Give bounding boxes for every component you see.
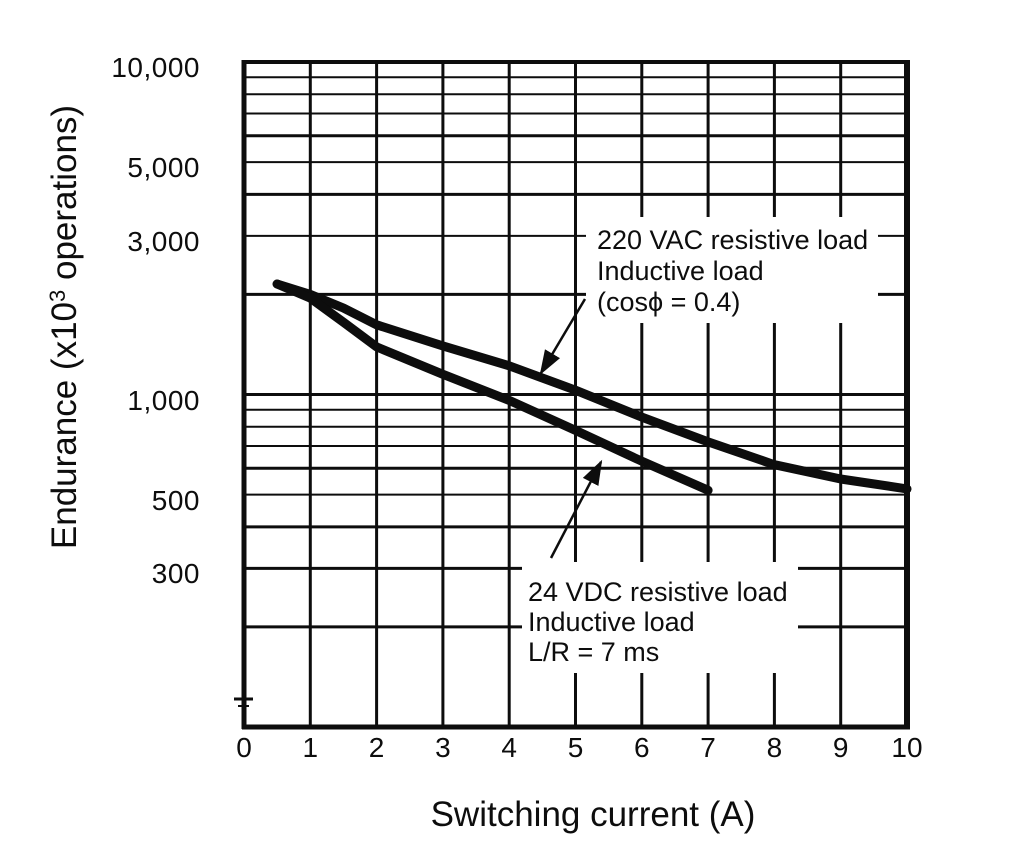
x-tick-label: 7 (700, 732, 716, 763)
y-tick-label: 3,000 (127, 225, 200, 257)
x-tick-label: 6 (634, 732, 650, 763)
x-tick-label: 1 (302, 732, 319, 763)
x-tick-label: 5 (567, 732, 584, 763)
annotation-220vac: 220 VAC resistive load Inductive load (c… (586, 217, 879, 323)
y-axis-title-text: Endurance (x10 (45, 301, 84, 550)
x-tick-label: 8 (766, 732, 783, 763)
x-tick-label: 2 (368, 732, 385, 763)
x-tick-label: 10 (891, 732, 923, 763)
y-tick-label: 1,000 (127, 384, 200, 416)
x-tick-label: 9 (832, 732, 849, 763)
annotation-line: (cosϕ = 0.4) (597, 287, 741, 317)
annotation-24vdc: 24 VDC resistive load Inductive load L/R… (522, 562, 798, 673)
x-axis-title: Switching current (A) (430, 795, 756, 834)
y-axis-title-superscript: 3 (45, 289, 70, 302)
annotation-line: Inductive load (597, 256, 764, 286)
annotation-line: 220 VAC resistive load (597, 225, 869, 255)
y-tick-label: 300 (151, 558, 200, 590)
y-axis-title: Endurance (x103 operations) (35, 37, 84, 617)
x-tick-label: 4 (501, 732, 517, 763)
y-tick-label: 10,000 (111, 52, 200, 83)
x-tick-label: 3 (435, 732, 451, 763)
annotation-line: 24 VDC resistive load (528, 577, 788, 607)
y-axis-title-text: operations) (45, 104, 84, 290)
y-tick-label: 500 (151, 484, 200, 516)
x-tick-label: 0 (236, 732, 252, 763)
annotation-line: L/R = 7 ms (528, 637, 660, 667)
y-tick-label: 5,000 (127, 152, 200, 184)
annotation-line: Inductive load (528, 607, 695, 637)
